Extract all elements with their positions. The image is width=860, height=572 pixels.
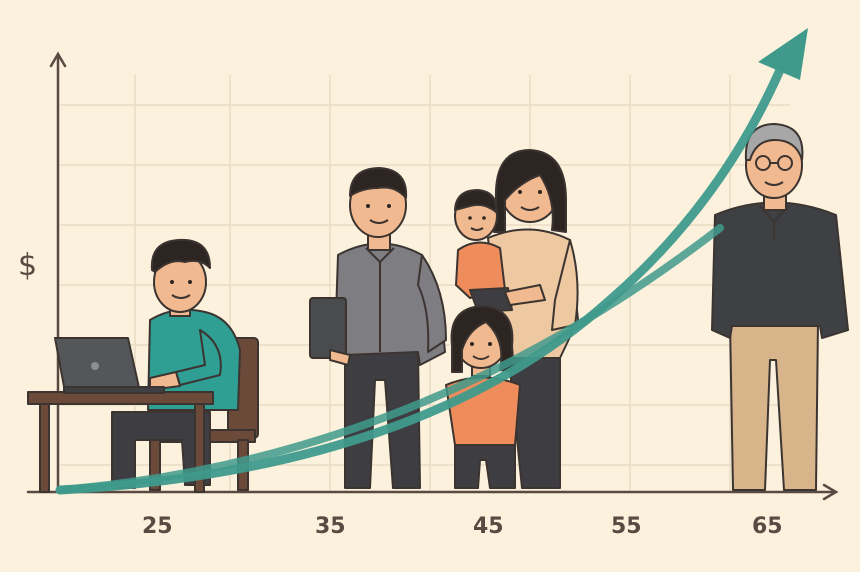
tablet-icon	[309, 297, 347, 359]
x-axis	[26, 483, 839, 501]
laptop-icon	[54, 337, 165, 394]
x-tick-label: 45	[473, 514, 504, 539]
baby	[454, 189, 513, 313]
y-axis	[49, 51, 67, 494]
mother-holding-baby	[454, 149, 579, 489]
growth-arrow-icon	[55, 28, 808, 495]
young-man-at-laptop	[27, 238, 259, 493]
x-tick-label: 55	[611, 514, 642, 539]
x-tick-label: 35	[315, 514, 346, 539]
older-man-with-glasses	[711, 123, 849, 491]
x-tick-labels: 25 35 45 55 65	[142, 514, 783, 539]
x-tick-label: 25	[142, 514, 173, 539]
x-tick-label: 65	[752, 514, 783, 539]
y-axis-dollar-label: $	[18, 248, 37, 283]
man-with-tablet	[309, 167, 447, 489]
